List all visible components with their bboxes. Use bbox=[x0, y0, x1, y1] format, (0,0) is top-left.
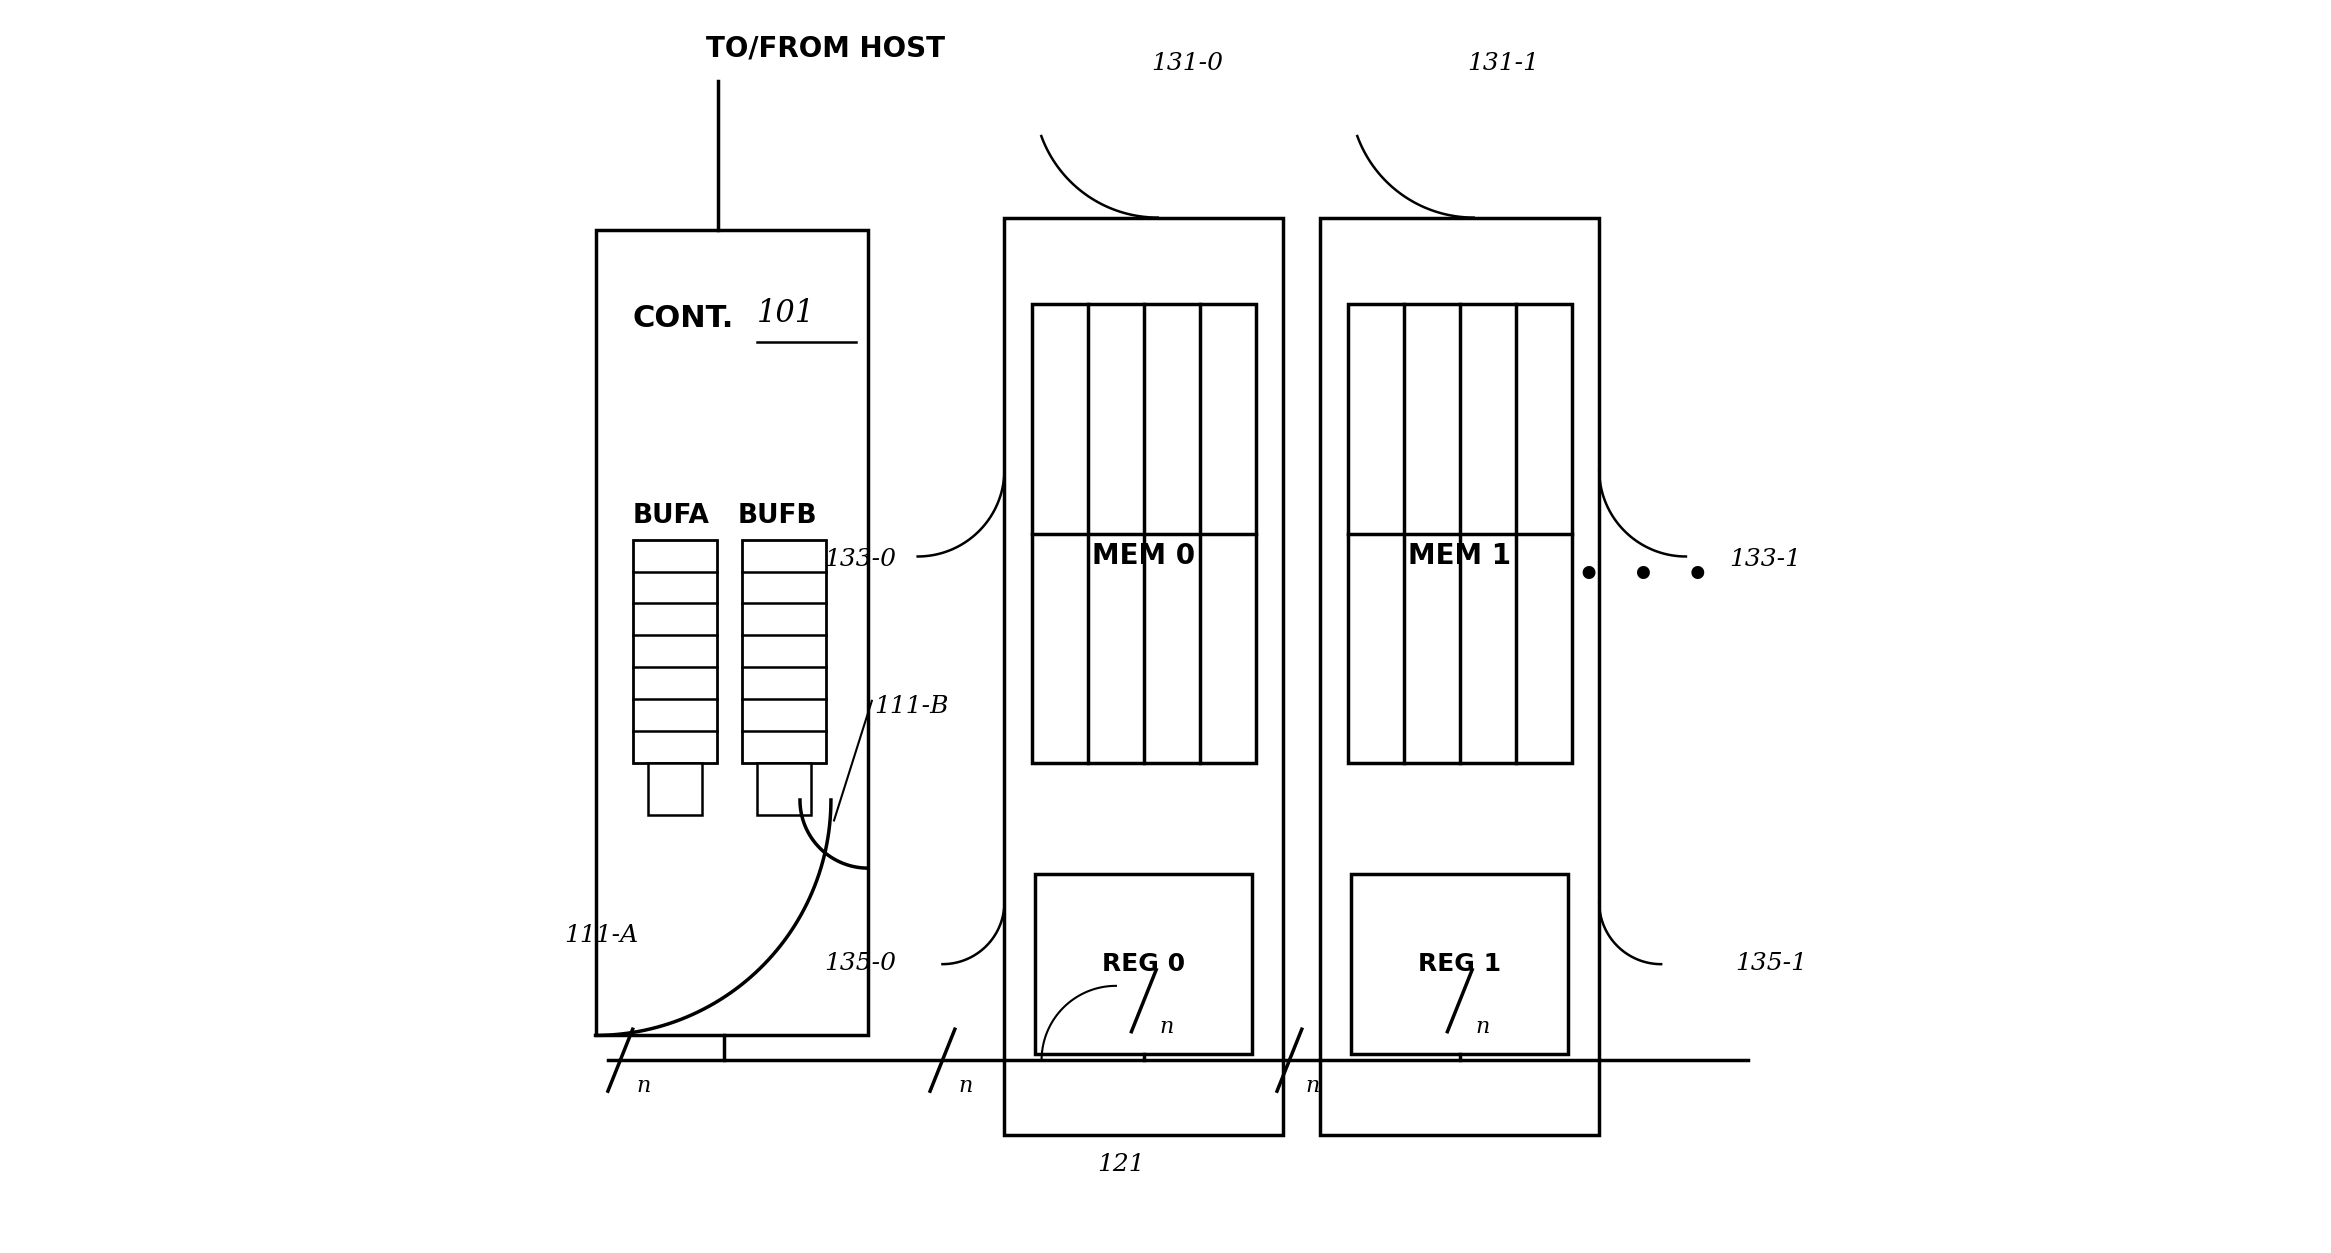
Bar bbox=[1347, 304, 1571, 763]
Text: 111-A: 111-A bbox=[564, 923, 639, 947]
Text: 131-0: 131-0 bbox=[1152, 53, 1224, 75]
Bar bbox=[1319, 218, 1599, 1134]
Bar bbox=[648, 763, 702, 814]
Text: 135-0: 135-0 bbox=[825, 952, 897, 975]
Bar bbox=[741, 540, 825, 763]
Text: 131-1: 131-1 bbox=[1469, 53, 1538, 75]
Text: n: n bbox=[1305, 1075, 1319, 1098]
Text: 133-0: 133-0 bbox=[825, 548, 897, 571]
Text: REG 1: REG 1 bbox=[1417, 952, 1501, 976]
Bar bbox=[1033, 304, 1256, 763]
Bar bbox=[758, 763, 811, 814]
Text: 111-B: 111-B bbox=[874, 694, 949, 718]
Text: BUFA: BUFA bbox=[632, 502, 709, 529]
Text: 135-1: 135-1 bbox=[1737, 952, 1807, 975]
Text: 133-1: 133-1 bbox=[1730, 548, 1802, 571]
Text: 101: 101 bbox=[758, 298, 816, 330]
Bar bbox=[1352, 875, 1569, 1054]
Text: CONT.: CONT. bbox=[632, 304, 734, 333]
Text: MEM 1: MEM 1 bbox=[1408, 543, 1510, 570]
Text: REG 0: REG 0 bbox=[1103, 952, 1186, 976]
Bar bbox=[594, 231, 867, 1035]
Text: BUFB: BUFB bbox=[739, 502, 818, 529]
Bar bbox=[1005, 218, 1284, 1134]
Text: MEM 0: MEM 0 bbox=[1093, 543, 1196, 570]
Text: TO/FROM HOST: TO/FROM HOST bbox=[706, 35, 944, 63]
Bar bbox=[1035, 875, 1252, 1054]
Text: n: n bbox=[1476, 1016, 1490, 1037]
Text: 121: 121 bbox=[1098, 1153, 1145, 1177]
Text: •  •  •: • • • bbox=[1576, 555, 1711, 599]
Text: n: n bbox=[636, 1075, 650, 1098]
Bar bbox=[632, 540, 718, 763]
Text: n: n bbox=[958, 1075, 972, 1098]
Text: n: n bbox=[1161, 1016, 1175, 1037]
